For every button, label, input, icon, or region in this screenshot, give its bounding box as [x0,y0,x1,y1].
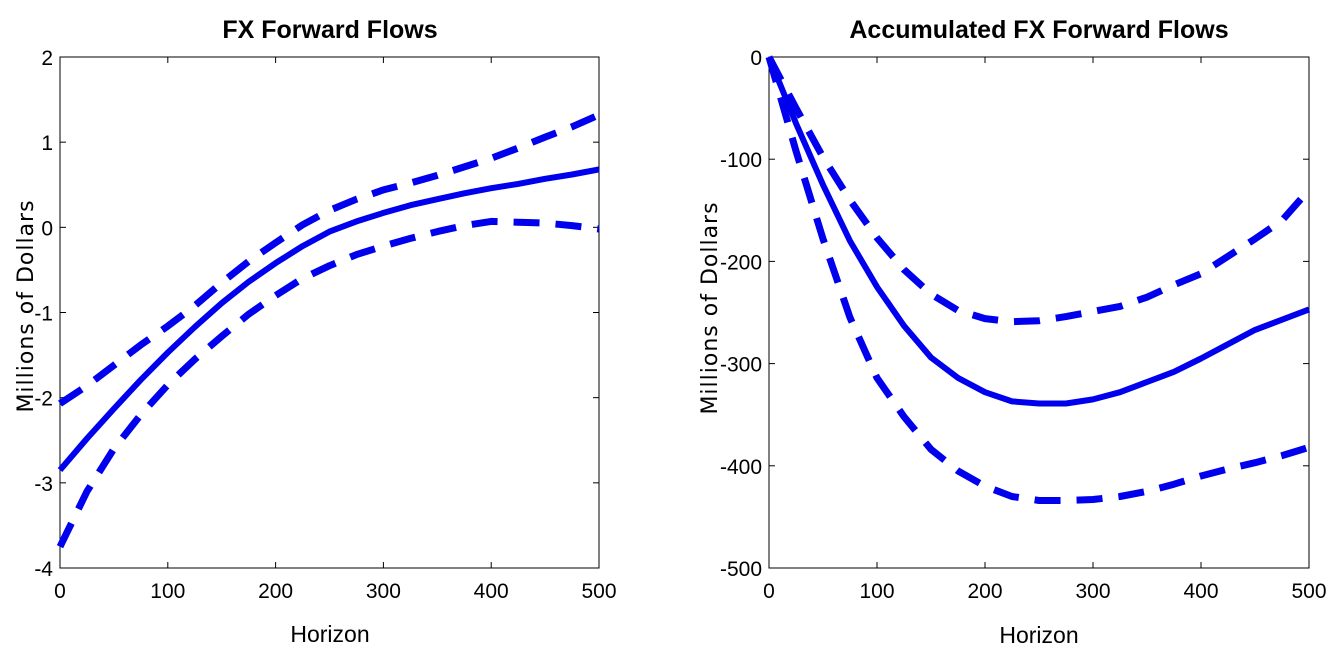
chart-title: FX Forward Flows [222,16,437,44]
chart-panel-fx-forward-flows: FX Forward Flows Horizon Millions of Dol… [14,16,617,647]
series-line-estimate [57,166,600,473]
x-tick-label: 100 [859,580,894,603]
x-tick-label: 200 [258,580,293,603]
chart-panel-accumulated-fx-forward-flows: Accumulated FX Forward Flows Horizon Mil… [698,16,1327,648]
x-tick-label: 400 [1183,580,1218,603]
series-line-upper-band [58,111,601,407]
y-tick-label: -200 [720,251,762,274]
y-tick-label: -500 [720,558,762,581]
series-line-lower-band [56,217,600,549]
y-tick-label: -4 [34,558,53,581]
y-tick-label: 0 [41,217,53,240]
series-line-lower-band [765,56,1311,504]
axes-box [59,56,600,569]
y-tick-label: 1 [41,132,53,155]
y-tick-label: -2 [34,388,53,411]
y-axis-label: Millions of Dollars [698,201,723,414]
y-tick-label: 2 [41,47,53,70]
series-line-upper-band [765,55,1312,326]
x-tick-label: 500 [1291,580,1326,603]
x-tick-label: 0 [763,580,775,603]
y-tick-label: 0 [750,47,762,70]
x-axis-label: Horizon [999,622,1078,648]
chart-title: Accumulated FX Forward Flows [849,16,1228,44]
y-tick-label: -100 [720,149,762,172]
series-line-estimate [766,55,1311,407]
x-axis-label: Horizon [290,621,369,647]
x-tick-label: 0 [54,580,66,603]
y-tick-label: -400 [720,456,762,479]
y-tick-label: -300 [720,354,762,377]
y-tick-label: -1 [34,303,53,326]
x-tick-label: 500 [581,580,616,603]
y-tick-label: -3 [34,473,53,496]
x-tick-label: 300 [1075,580,1110,603]
x-tick-label: 400 [474,580,509,603]
x-tick-label: 100 [150,580,185,603]
x-tick-label: 200 [967,580,1002,603]
y-axis-label: Millions of Dollars [14,199,39,412]
x-tick-label: 300 [366,580,401,603]
